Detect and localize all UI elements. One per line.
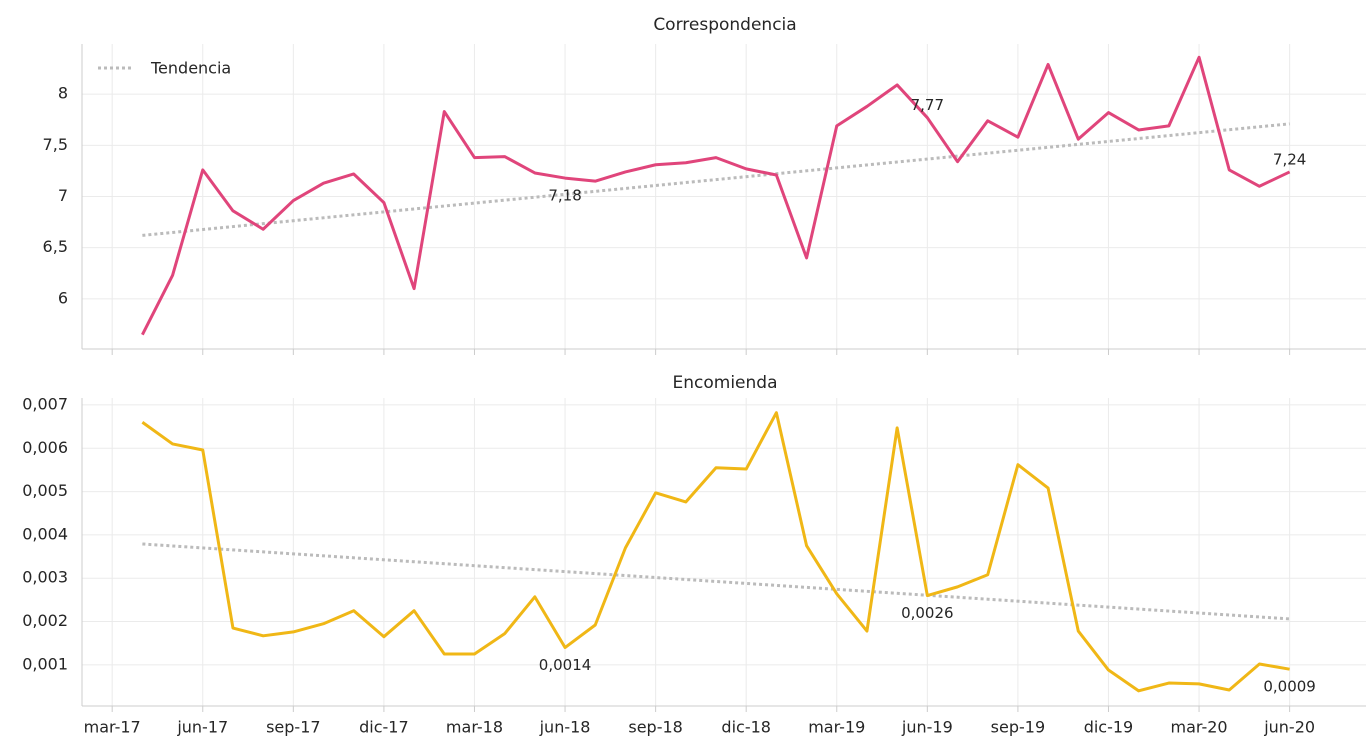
- data-label: 0,0014: [539, 656, 592, 674]
- legend-label: Tendencia: [150, 59, 231, 78]
- x-tick-label: mar-17: [84, 718, 141, 737]
- y-tick-label: 0,006: [22, 438, 68, 457]
- x-tick-label: mar-20: [1171, 718, 1228, 737]
- x-tick-label: jun-20: [1263, 718, 1315, 737]
- y-tick-label: 8: [58, 84, 68, 103]
- data-label: 7,24: [1273, 150, 1306, 168]
- trend-line: [142, 542, 1290, 621]
- data-line: [141, 55, 1291, 336]
- data-label: 7,77: [911, 96, 944, 114]
- y-tick-label: 0,005: [22, 481, 68, 500]
- x-tick-label: sep-18: [628, 718, 682, 737]
- x-tick-label: sep-17: [266, 718, 320, 737]
- x-tick-label: mar-18: [446, 718, 503, 737]
- trend-line: [142, 122, 1290, 237]
- data-label: 0,0026: [901, 604, 954, 622]
- y-tick-label: 0,003: [22, 568, 68, 587]
- y-tick-label: 7: [58, 186, 68, 205]
- data-line: [141, 411, 1290, 693]
- x-tick-label: sep-19: [991, 718, 1045, 737]
- chart-title: Correspondencia: [653, 15, 796, 35]
- x-tick-label: dic-18: [721, 718, 771, 737]
- x-tick-label: jun-17: [176, 718, 228, 737]
- y-tick-label: 0,002: [22, 611, 68, 630]
- x-tick-label: mar-19: [808, 718, 865, 737]
- y-tick-label: 0,007: [22, 394, 68, 413]
- data-label: 7,18: [548, 187, 581, 205]
- x-tick-label: jun-19: [901, 718, 953, 737]
- x-tick-label: dic-19: [1084, 718, 1134, 737]
- y-tick-label: 7,5: [43, 135, 68, 154]
- y-tick-label: 6: [58, 288, 68, 307]
- y-tick-label: 0,001: [22, 654, 68, 673]
- data-label: 0,0009: [1263, 678, 1316, 696]
- x-tick-label: jun-18: [539, 718, 591, 737]
- x-tick-label: dic-17: [359, 718, 409, 737]
- chart-title: Encomienda: [673, 373, 778, 393]
- y-tick-label: 0,004: [22, 524, 68, 543]
- y-tick-label: 6,5: [43, 237, 68, 256]
